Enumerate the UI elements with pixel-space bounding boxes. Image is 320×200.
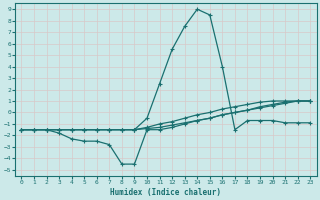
X-axis label: Humidex (Indice chaleur): Humidex (Indice chaleur) bbox=[110, 188, 221, 197]
